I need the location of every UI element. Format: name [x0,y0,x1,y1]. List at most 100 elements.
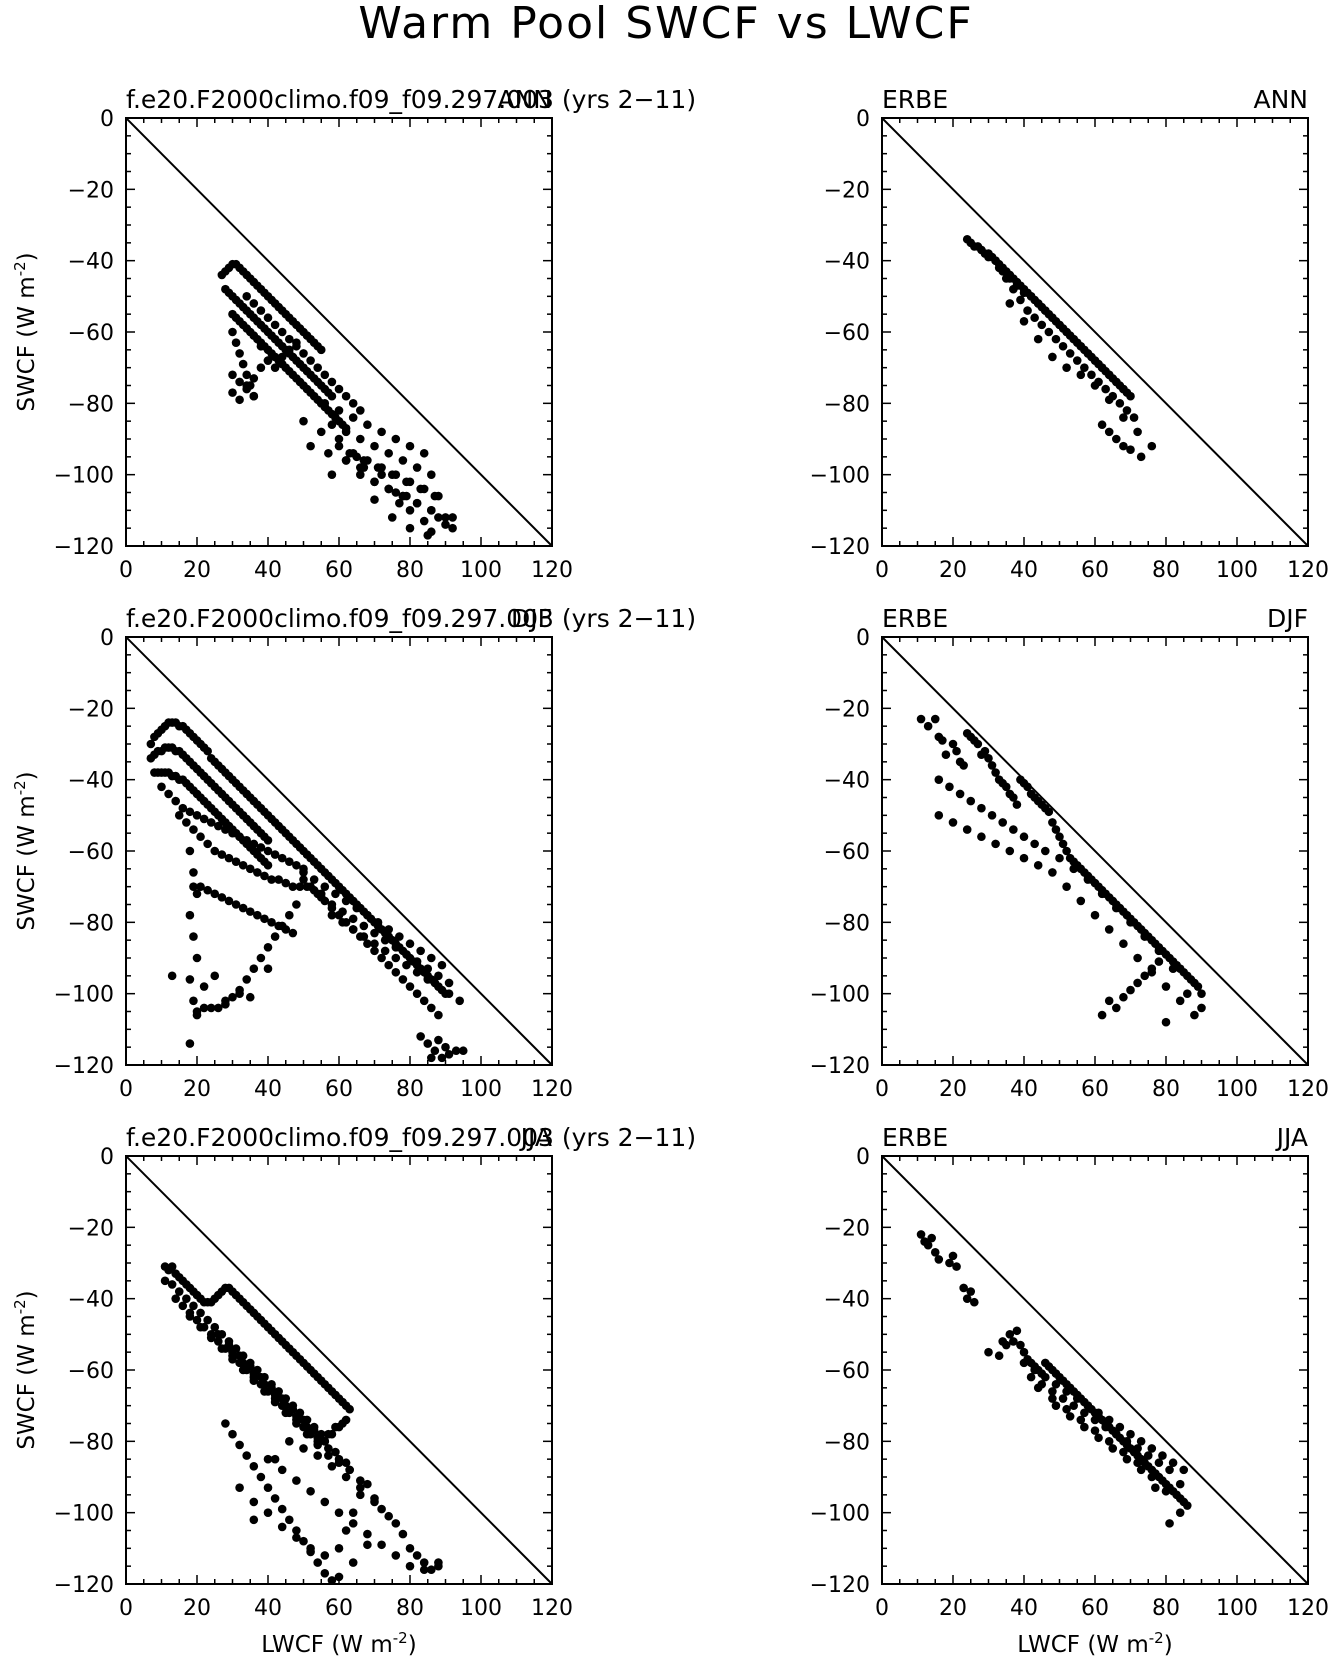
scatter-point [171,1294,180,1303]
scatter-point [306,441,315,451]
scatter-point [256,843,266,852]
scatter-point [955,789,965,799]
y-tick-label: −100 [810,1502,870,1527]
scatter-point [1133,1458,1142,1468]
scatter-point [1083,1401,1093,1410]
scatter-point [228,327,237,337]
y-tick-label: −120 [54,535,114,560]
panel-left-label: f.e20.F2000climo.f09_f09.297.003 (yrs 2−… [126,604,696,633]
x-tick-label: 100 [460,1077,502,1102]
scatter-point [256,1372,266,1382]
scatter-point [402,950,411,959]
scatter-point [916,714,926,724]
panel-right-label: JJA [1275,1123,1308,1152]
scatter-point [384,484,394,494]
scatter-point [270,1397,280,1407]
scatter-points [962,234,1157,462]
y-tick-label: −100 [54,1502,114,1527]
scatter-point [405,1544,415,1553]
scatter-point [352,452,362,462]
y-tick-label: −80 [68,392,114,417]
scatter-point [292,900,301,909]
scatter-point [192,1315,202,1325]
scatter-point [270,320,280,330]
scatter-point [217,1344,227,1353]
scatter-point [427,506,436,515]
x-tick-label: 60 [1081,1077,1109,1102]
scatter-point [391,967,401,977]
scatter-point [412,989,422,998]
scatter-point [1108,1444,1118,1453]
scatter-point [206,818,216,827]
scatter-point [1037,320,1047,330]
scatter-point [405,506,415,515]
scatter-point [189,996,198,1006]
y-tick-label: −80 [824,392,870,417]
scatter-point [185,975,195,984]
scatter-point [948,739,958,749]
scatter-point [1133,953,1142,963]
scatter-point [235,1440,244,1450]
scatter-point [412,957,422,966]
scatter-point [235,377,244,387]
scatter-point [451,1046,461,1056]
scatter-point [1030,1365,1039,1375]
y-tick-label: 0 [856,1145,870,1170]
scatter-point [1069,864,1078,874]
scatter-point [245,992,255,1002]
scatter-point [1090,356,1100,365]
x-tick-label: 20 [183,1596,211,1621]
scatter-point [341,1526,351,1535]
scatter-point [178,803,188,813]
scatter-point [984,252,993,262]
scatter-point [1001,782,1011,792]
scatter-point [984,1347,993,1357]
scatter-point [277,853,287,863]
scatter-point [185,910,195,920]
scatter-point [356,463,365,472]
scatter-point [962,825,972,834]
scatter-point [245,1362,255,1371]
scatter-point [437,960,447,970]
y-tick-label: −40 [68,250,114,275]
scatter-point [334,1454,344,1464]
scatter-point [1019,853,1029,863]
scatter-point [405,982,415,991]
scatter-point [370,1494,379,1503]
scatter-point [302,1429,312,1439]
y-tick-label: −40 [68,1288,114,1313]
scatter-point [285,910,294,920]
scatter-point [1104,427,1114,437]
scatter-point [313,1558,323,1567]
y-tick-label: −120 [54,1054,114,1079]
scatter-point [1119,441,1128,451]
scatter-point [991,256,1000,265]
scatter-point [299,1444,308,1453]
scatter-point [1019,1347,1029,1357]
scatter-point [348,925,358,934]
scatter-point [434,971,443,981]
x-tick-label: 40 [254,558,282,583]
scatter-point [313,363,323,372]
scatter-point [1165,1519,1174,1528]
scatter-point [370,946,379,956]
scatter-point [419,1558,429,1567]
scatter-point [927,1233,936,1243]
scatter-point [444,978,454,988]
scatter-point [270,363,280,372]
scatter-point [363,1529,372,1539]
scatter-point [299,868,308,877]
scatter-point [423,1039,433,1048]
scatter-point [427,953,436,963]
y-tick-label: 0 [100,1145,114,1170]
scatter-point [1069,334,1078,344]
scatter-point [206,1003,216,1013]
scatter-point [412,463,422,472]
scatter-point [185,846,195,856]
scatter-point [916,1230,926,1239]
scatter-point [1112,377,1121,387]
y-tick-label: −60 [68,840,114,865]
scatter-point [391,488,401,497]
figure-title: Warm Pool SWCF vs LWCF [358,0,973,49]
scatter-point [427,470,436,479]
